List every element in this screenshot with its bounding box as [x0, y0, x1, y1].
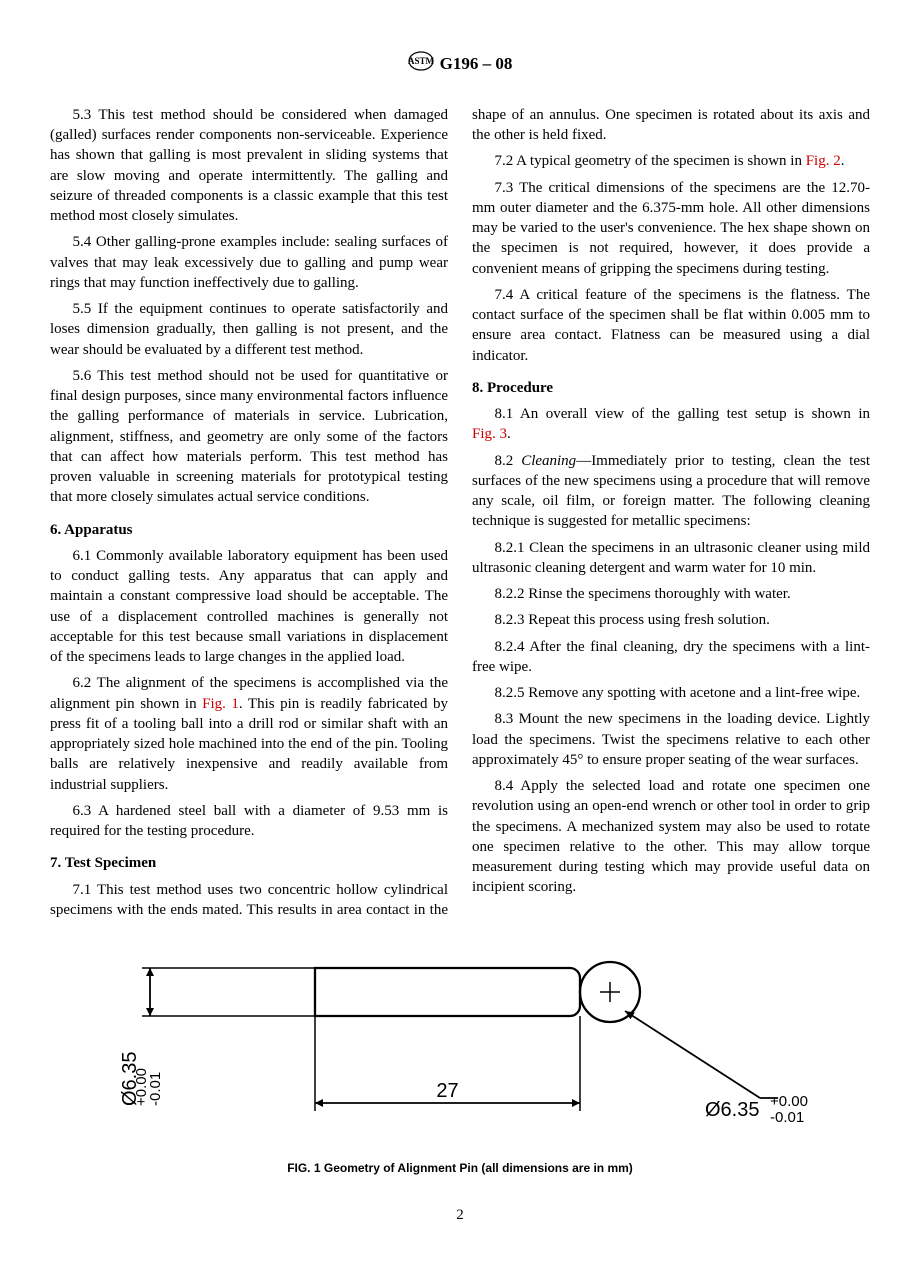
body-columns: 5.3 This test method should be considere…: [50, 105, 870, 920]
paragraph-text: 7.2 A typical geometry of the specimen i…: [495, 153, 806, 169]
paragraph-text: 8.1 An overall view of the galling test …: [495, 406, 871, 422]
page-number: 2: [50, 1205, 870, 1225]
astm-logo-icon: ASTM: [408, 50, 434, 79]
paragraph: 5.5 If the equipment continues to operat…: [50, 299, 448, 360]
paragraph: 8.2.3 Repeat this process using fresh so…: [472, 610, 870, 630]
paragraph: 8.2.5 Remove any spotting with acetone a…: [472, 683, 870, 703]
svg-text:+0.00: +0.00: [770, 1093, 808, 1110]
paragraph: 6.2 The alignment of the specimens is ac…: [50, 673, 448, 795]
paragraph: 5.6 This test method should not be used …: [50, 366, 448, 508]
paragraph: 8.2.2 Rinse the specimens thoroughly wit…: [472, 584, 870, 604]
paragraph-text: .: [841, 153, 845, 169]
paragraph: 8.2 Cleaning—Immediately prior to testin…: [472, 451, 870, 532]
paragraph: 5.4 Other galling-prone examples include…: [50, 232, 448, 293]
figure-caption: FIG. 1 Geometry of Alignment Pin (all di…: [50, 1160, 870, 1176]
paragraph-text: 8.2: [495, 453, 522, 469]
figure-1: Ø6.35+0.00-0.0127Ø6.35+0.00-0.01 FIG. 1 …: [50, 948, 870, 1176]
alignment-pin-diagram: Ø6.35+0.00-0.0127Ø6.35+0.00-0.01: [70, 948, 850, 1138]
paragraph: 8.2.1 Clean the specimens in an ultrason…: [472, 538, 870, 579]
paragraph: 7.4 A critical feature of the specimens …: [472, 285, 870, 366]
paragraph: 8.1 An overall view of the galling test …: [472, 404, 870, 445]
paragraph: 5.3 This test method should be considere…: [50, 105, 448, 227]
standard-designation: G196 – 08: [440, 53, 513, 76]
paragraph-text: .: [507, 426, 511, 442]
document-header: ASTM G196 – 08: [50, 50, 870, 79]
paragraph: 6.3 A hardened steel ball with a diamete…: [50, 801, 448, 842]
svg-text:27: 27: [436, 1080, 458, 1102]
paragraph: 8.4 Apply the selected load and rotate o…: [472, 776, 870, 898]
svg-text:-0.01: -0.01: [147, 1072, 164, 1106]
figure-reference[interactable]: Fig. 3: [472, 426, 507, 442]
paragraph: 6.1 Commonly available laboratory equipm…: [50, 546, 448, 668]
section-heading-test-specimen: 7. Test Specimen: [50, 853, 448, 873]
section-heading-apparatus: 6. Apparatus: [50, 520, 448, 540]
figure-reference[interactable]: Fig. 2: [806, 153, 841, 169]
paragraph: 7.3 The critical dimensions of the speci…: [472, 178, 870, 279]
figure-reference[interactable]: Fig. 1: [202, 696, 239, 712]
svg-text:ASTM: ASTM: [408, 56, 434, 66]
section-heading-procedure: 8. Procedure: [472, 378, 870, 398]
paragraph: 7.2 A typical geometry of the specimen i…: [472, 151, 870, 171]
svg-text:-0.01: -0.01: [770, 1109, 804, 1126]
paragraph: 8.3 Mount the new specimens in the loadi…: [472, 709, 870, 770]
svg-text:Ø6.35: Ø6.35: [705, 1099, 759, 1121]
paragraph-emphasis: Cleaning: [521, 453, 576, 469]
paragraph: 8.2.4 After the final cleaning, dry the …: [472, 637, 870, 678]
